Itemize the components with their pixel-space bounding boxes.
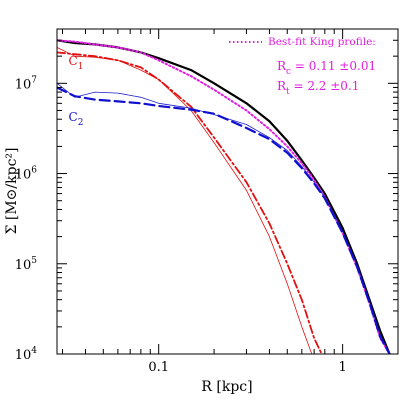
x-tick-label: 1: [338, 360, 346, 375]
x-tick-label: 0.1: [148, 360, 169, 375]
annotation-c2: C2: [69, 110, 84, 128]
series-c1-thin: [57, 47, 313, 354]
plot-frame: [56, 28, 399, 355]
annotation-c1: C1: [69, 54, 84, 72]
series-layer: [57, 39, 391, 354]
y-tick-label: 105: [15, 256, 38, 273]
y-tick-label: 106: [15, 166, 38, 183]
y-tick-label: 107: [15, 75, 38, 92]
legend-param-rc: Rc = 0.11 ±0.01: [277, 59, 376, 77]
labels-layer: 0.1 1 104 105 106 107 C1 C2: [15, 54, 347, 375]
y-axis-label: Σ [M⊙/kpc²]: [4, 148, 20, 235]
legend-king-label: Best-fit King profile:: [268, 36, 376, 48]
series-c1-dashdot: [57, 51, 323, 354]
x-axis-label: R [kpc]: [201, 379, 252, 395]
y-tick-label: 104: [15, 346, 38, 363]
legend: Best-fit King profile: Rc = 0.11 ±0.01 R…: [229, 36, 376, 97]
ticks-layer: [57, 28, 399, 355]
series-c2-dashed: [57, 86, 391, 354]
legend-param-rt: Rt = 2.2 ±0.1: [277, 79, 359, 97]
series-c2-thin: [57, 82, 390, 354]
